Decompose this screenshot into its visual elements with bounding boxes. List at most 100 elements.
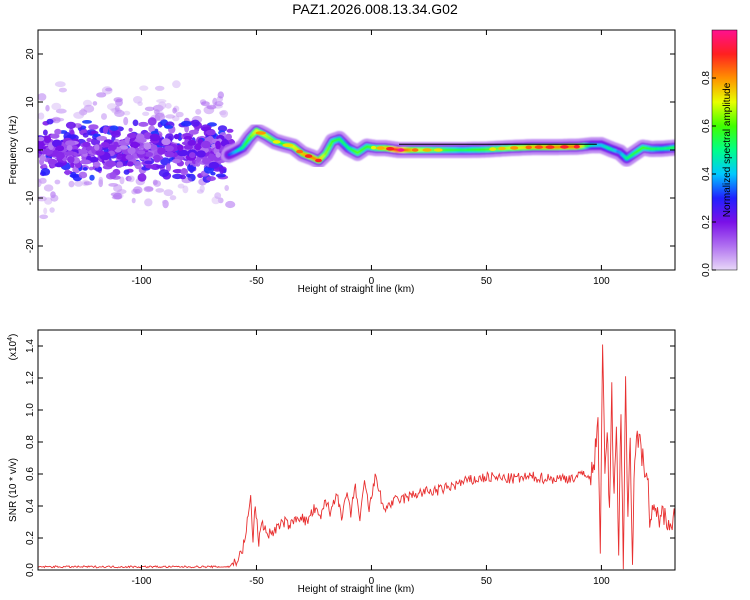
core-blob [43, 135, 52, 143]
core-blob [54, 162, 64, 168]
x-tick-label: -50 [249, 276, 264, 287]
noise-blob [92, 101, 98, 106]
noise-blob [50, 194, 59, 202]
noise-blob [144, 106, 155, 112]
snr-xlabel: Height of straight line (km) [298, 584, 415, 595]
snr-series-line [38, 344, 675, 570]
noise-blob [158, 169, 170, 178]
noise-blob [154, 85, 165, 91]
core-blob [194, 143, 202, 151]
snr-axes: -100 -50 0 50 100 0.0 0.2 0.4 0.6 0.8 1.0 1.2 1.4 [25, 330, 675, 587]
noise-blob [114, 105, 120, 112]
snr-marks [38, 344, 675, 570]
y-tick-label: 10 [25, 96, 36, 108]
y-tick-label: 0 [25, 147, 36, 153]
noise-blob [88, 124, 99, 130]
noise-blob [147, 117, 157, 126]
snr-frame [37, 329, 676, 571]
y-tick-label: 0.2 [25, 531, 36, 545]
core-blob [125, 154, 134, 160]
noise-blob [58, 87, 67, 93]
snr-panel: -100 -50 0 50 100 0.0 0.2 0.4 0.6 0.8 1.0 1.2 1.4 He… [7, 329, 676, 595]
noise-blob [169, 195, 177, 201]
noise-blob [110, 130, 121, 138]
noise-blob [131, 197, 136, 204]
core-blob [63, 151, 75, 156]
core-blob [94, 144, 100, 151]
core-blob [164, 145, 174, 152]
noise-blob [74, 180, 83, 187]
ridge-peak [534, 145, 544, 149]
noise-blob [38, 112, 45, 120]
x-tick-label: 100 [593, 576, 610, 587]
noise-blob [43, 207, 48, 215]
noise-blob [142, 111, 150, 117]
core-blob [201, 140, 211, 149]
noise-blob [177, 132, 183, 141]
y-tick-label: 0.0 [25, 563, 36, 577]
y-tick-label: -20 [25, 238, 36, 253]
x-tick-label: 100 [593, 276, 610, 287]
ridge-peak [573, 144, 580, 149]
core-blob [143, 151, 154, 157]
noise-blob [180, 120, 192, 127]
noise-blob [224, 185, 229, 191]
ridge-peak [282, 143, 294, 147]
noise-blob [40, 168, 51, 176]
noise-blob [133, 96, 143, 104]
core-blob [212, 156, 222, 161]
snr-scale-exponent: 4 [7, 337, 14, 341]
noise-blob [109, 171, 117, 180]
core-blob [55, 145, 65, 152]
core-blob [124, 136, 130, 144]
noise-blob [165, 114, 176, 119]
y-tick-label: 0.6 [25, 467, 36, 481]
ridge-peak [545, 145, 555, 149]
noise-blob [175, 111, 184, 118]
ridge-peak [422, 148, 432, 152]
noise-blob [119, 176, 125, 185]
noise-blob [64, 169, 71, 176]
noise-blob [49, 207, 55, 213]
noise-blob [155, 188, 165, 193]
noise-blob [113, 97, 123, 103]
noise-blob [148, 125, 156, 133]
x-tick-label: -100 [131, 576, 151, 587]
noise-blob [153, 180, 162, 187]
noise-blob [65, 121, 76, 129]
noise-blob [195, 108, 202, 115]
noise-blob [156, 99, 167, 103]
x-tick-label: -100 [131, 276, 151, 287]
core-blob [95, 150, 105, 156]
noise-blob [206, 104, 217, 110]
core-blob [55, 151, 65, 160]
y-tick-label: 1.2 [25, 371, 36, 385]
y-tick-label: 1.0 [25, 403, 36, 417]
noise-blob [225, 200, 236, 209]
core-blob [189, 152, 196, 159]
core-blob [96, 135, 108, 141]
colorbar-frame [711, 29, 738, 271]
core-blob [118, 145, 129, 150]
y-tick-label: 0.4 [25, 499, 36, 513]
noise-blob [158, 101, 167, 110]
noise-blob [137, 173, 147, 182]
ridge-peak [304, 154, 313, 158]
core-blob [126, 132, 137, 139]
ridge-peak [296, 149, 304, 154]
noise-blob [38, 178, 42, 188]
core-blob [143, 142, 152, 150]
core-blob [172, 158, 181, 164]
core-blob [139, 138, 147, 143]
ridge-peak [510, 146, 519, 150]
noise-blob [123, 116, 129, 126]
noise-blob [172, 169, 184, 174]
noise-blob [39, 214, 49, 220]
noise-blob [45, 104, 50, 112]
noise-blob [201, 101, 210, 107]
core-blob [78, 149, 88, 155]
core-blob [149, 144, 158, 151]
core-blob [41, 150, 48, 155]
ridge-peak [433, 148, 443, 152]
core-blob [38, 136, 45, 142]
